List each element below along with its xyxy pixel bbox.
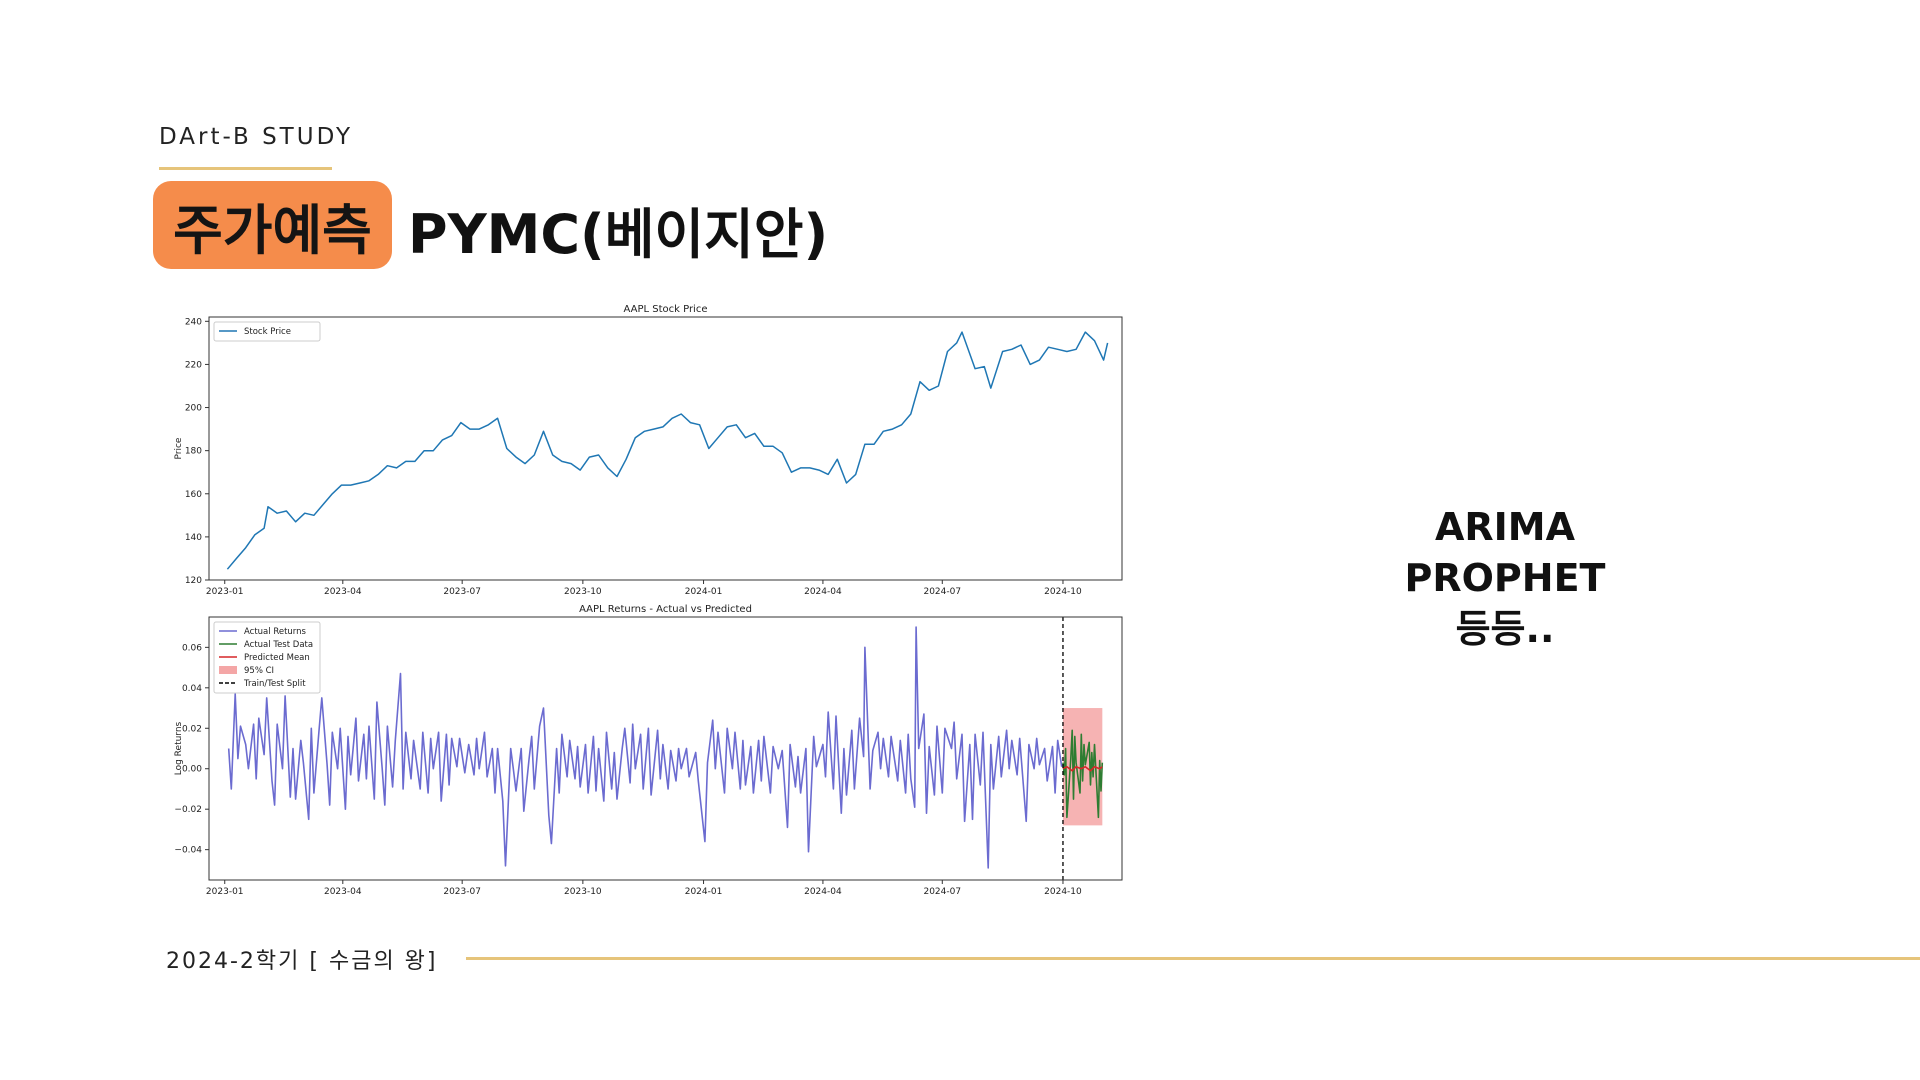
legend-label: 95% CI (244, 666, 274, 676)
x-tick-label: 2023-07 (443, 887, 481, 897)
chart-title: AAPL Returns - Actual vs Predicted (579, 604, 752, 615)
x-tick-label: 2023-10 (564, 887, 602, 897)
y-axis-label: Price (174, 437, 184, 459)
x-tick-label: 2023-01 (206, 887, 244, 897)
y-tick-label: 220 (185, 360, 202, 370)
y-tick-label: 180 (185, 447, 202, 457)
series-line (227, 626, 1063, 869)
x-tick-label: 2024-10 (1044, 887, 1082, 897)
study-header: DArt-B STUDY (159, 124, 354, 150)
y-tick-label: 200 (185, 404, 202, 414)
y-tick-label: −0.04 (174, 846, 202, 856)
model-list-item: ARIMA (1434, 505, 1576, 549)
slide-title: PYMC(베이지안) (408, 203, 829, 266)
model-list-item: 등등.. (1455, 607, 1555, 651)
chart-title: AAPL Stock Price (624, 304, 708, 315)
topic-tag: 주가예측 (153, 181, 392, 269)
x-tick-label: 2024-07 (923, 887, 961, 897)
legend-label: Predicted Mean (244, 653, 310, 663)
legend-label: Actual Returns (244, 627, 307, 637)
series-line (1062, 729, 1104, 819)
series-line (1062, 765, 1103, 772)
footer-rule (466, 957, 1920, 960)
y-tick-label: 0.00 (182, 765, 202, 775)
legend-label: Actual Test Data (244, 640, 313, 650)
x-tick-label: 2023-04 (324, 587, 362, 597)
plot-frame (208, 316, 1123, 581)
legend-box (213, 621, 321, 694)
y-axis-label: Log Returns (174, 721, 184, 775)
y-tick-label: 160 (185, 490, 202, 500)
model-list: ARIMA PROPHET 등등.. (1330, 502, 1680, 655)
legend-label: Stock Price (244, 327, 291, 337)
x-tick-label: 2023-10 (564, 587, 602, 597)
x-tick-label: 2023-04 (324, 887, 362, 897)
x-tick-label: 2023-07 (443, 587, 481, 597)
x-tick-label: 2024-04 (804, 887, 842, 897)
y-tick-label: 140 (185, 533, 202, 543)
header-rule (159, 167, 332, 170)
legend-label: Train/Test Split (243, 679, 306, 689)
y-tick-label: 120 (185, 576, 202, 586)
x-tick-label: 2024-04 (804, 587, 842, 597)
y-tick-label: 240 (185, 317, 202, 327)
x-tick-label: 2024-10 (1044, 587, 1082, 597)
legend-box (213, 321, 321, 342)
footer-text: 2024-2학기 [ 수금의 왕] (166, 949, 438, 974)
x-tick-label: 2024-01 (685, 887, 723, 897)
x-tick-label: 2024-01 (685, 587, 723, 597)
legend-swatch (219, 666, 237, 674)
model-list-item: PROPHET (1404, 556, 1606, 600)
y-tick-label: 0.02 (182, 724, 202, 734)
plot-frame (208, 616, 1123, 881)
series-line (226, 331, 1109, 570)
x-tick-label: 2023-01 (206, 587, 244, 597)
y-tick-label: 0.04 (182, 684, 202, 694)
x-tick-label: 2024-07 (923, 587, 961, 597)
y-tick-label: −0.02 (174, 805, 202, 815)
y-tick-label: 0.06 (182, 643, 202, 653)
